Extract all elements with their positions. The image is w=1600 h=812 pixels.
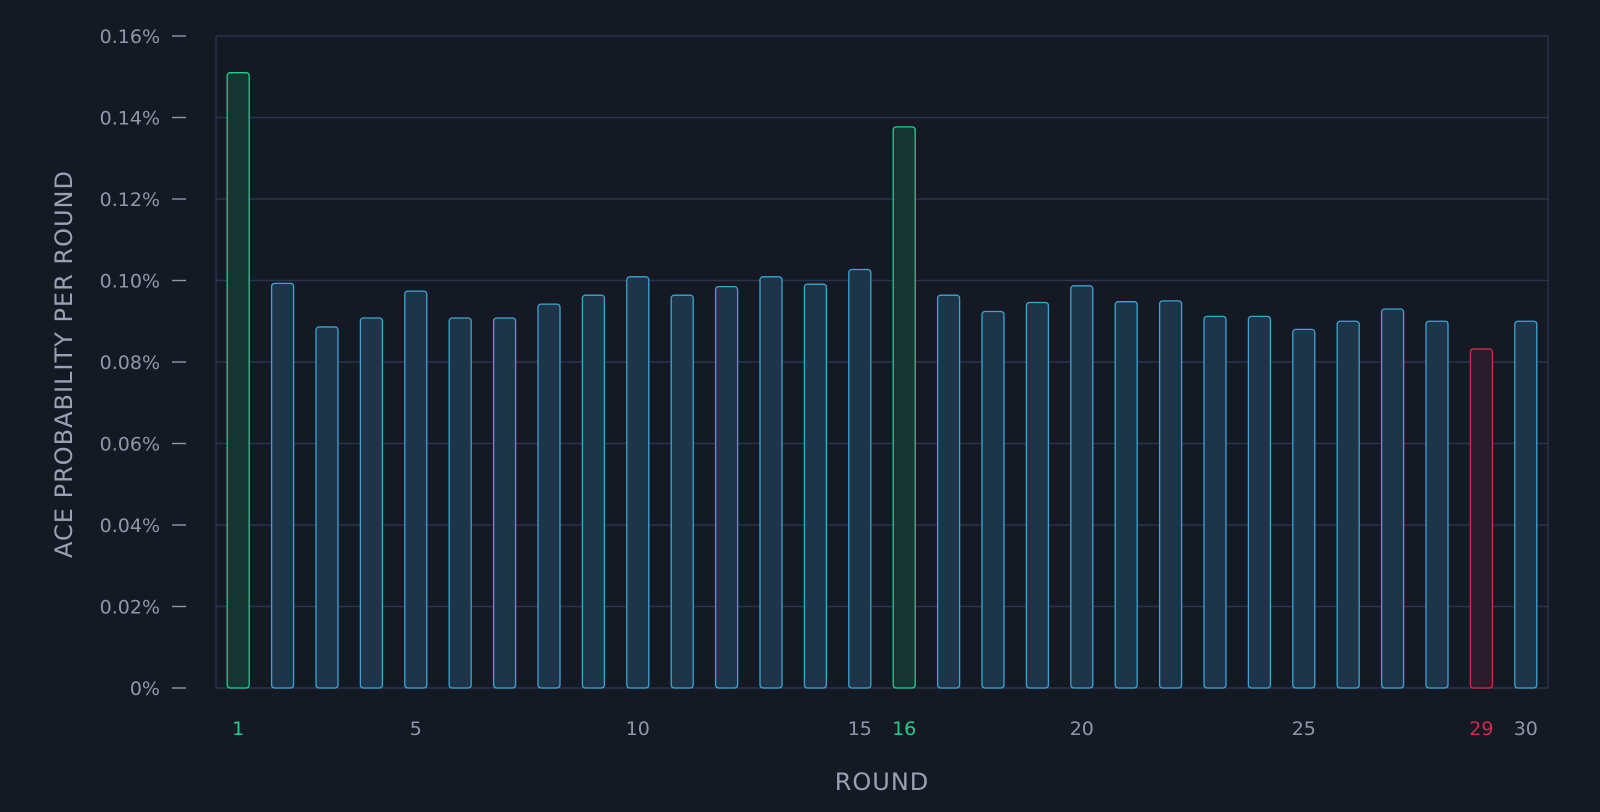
x-tick-label: 29 [1469, 718, 1493, 740]
bar-round-17 [936, 294, 961, 689]
bar-round-15 [848, 268, 872, 689]
bar-round-23 [1203, 315, 1227, 689]
bar-round-28 [1425, 320, 1449, 689]
bar-round-13 [759, 276, 783, 689]
x-tick-label: 25 [1292, 718, 1316, 740]
bar-round-6 [448, 317, 472, 689]
bar-round-9 [581, 294, 606, 689]
y-tick-label: 0% [130, 678, 160, 700]
y-axis-label: ACE PROBABILITY PER ROUND [50, 170, 78, 558]
bar-round-29 [1469, 348, 1494, 689]
bar-round-5 [404, 290, 428, 689]
x-axis-ticks: 1 5 10 15 16 20 25 29 30 [232, 718, 1538, 740]
y-tick-label: 0.08% [100, 352, 160, 374]
x-tick-label: 10 [626, 718, 650, 740]
bar-round-7 [492, 317, 517, 689]
bar-round-14 [803, 283, 828, 689]
y-axis-ticks: 0% 0.02% 0.04% 0.06% 0.08% 0.10% 0.12% 0.14% 0.1… [100, 26, 186, 700]
grid-layer [215, 35, 1549, 689]
bar-round-24 [1247, 315, 1272, 689]
bar-round-21 [1114, 301, 1138, 689]
bar-round-25 [1292, 328, 1316, 689]
y-tick-label: 0.12% [100, 189, 160, 211]
bar-round-8 [537, 303, 561, 689]
bar-layer [226, 72, 1538, 689]
bar-round-3 [315, 326, 339, 689]
y-tick-label: 0.06% [100, 434, 160, 456]
y-tick-label: 0.02% [100, 597, 160, 619]
x-tick-label: 30 [1514, 718, 1538, 740]
x-tick-label: 15 [848, 718, 872, 740]
x-tick-label: 20 [1070, 718, 1094, 740]
x-tick-label: 1 [232, 718, 244, 740]
x-tick-label: 5 [410, 718, 422, 740]
bar-round-16 [892, 126, 916, 689]
x-tick-label: 16 [892, 718, 916, 740]
bar-round-1 [226, 72, 250, 689]
bar-round-4 [359, 317, 384, 689]
y-tick-label: 0.14% [100, 108, 160, 130]
x-axis-label: ROUND [835, 768, 930, 796]
bar-round-2 [270, 282, 295, 689]
y-tick-label: 0.10% [100, 271, 160, 293]
bar-round-11 [670, 294, 694, 689]
bar-round-26 [1336, 320, 1360, 689]
bar-round-27 [1380, 308, 1405, 689]
bar-round-10 [626, 276, 650, 689]
y-tick-label: 0.16% [100, 26, 160, 48]
bar-round-30 [1514, 320, 1538, 689]
bar-round-22 [1158, 300, 1183, 689]
bar-round-20 [1070, 285, 1094, 689]
bar-round-18 [981, 310, 1005, 689]
y-tick-label: 0.04% [100, 515, 160, 537]
bar-round-12 [714, 285, 739, 689]
bar-round-19 [1025, 301, 1050, 689]
